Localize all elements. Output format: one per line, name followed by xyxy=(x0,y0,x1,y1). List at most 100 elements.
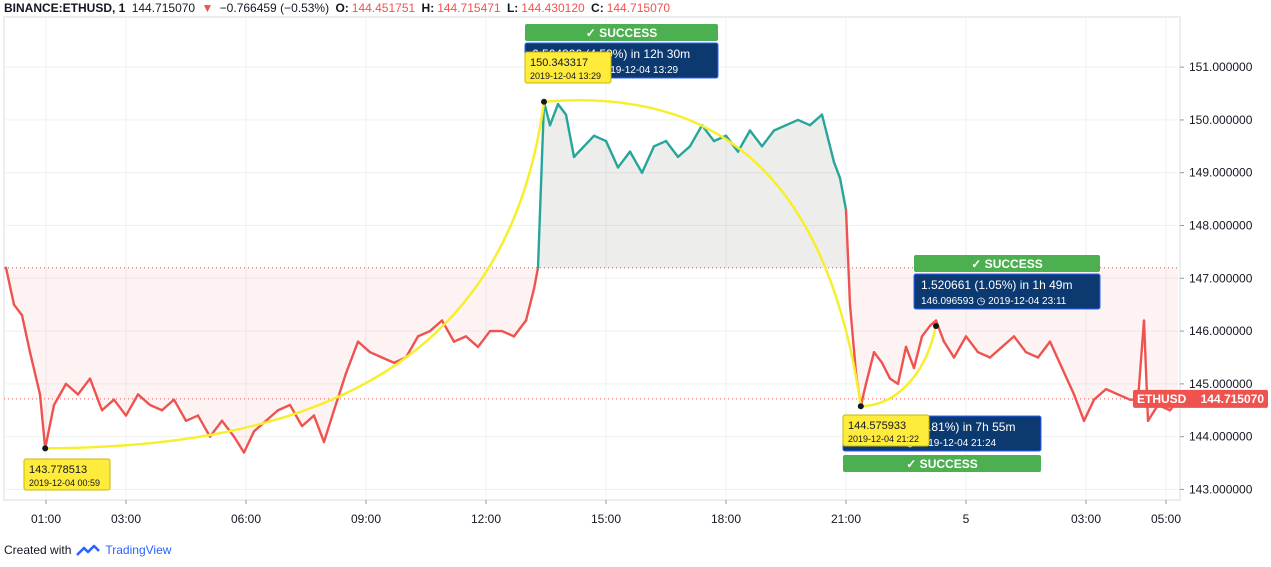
price-line-segment xyxy=(572,145,586,159)
price-line-segment xyxy=(242,430,256,454)
x-tick-label: 12:00 xyxy=(471,512,501,526)
price-line-segment xyxy=(300,414,316,428)
price-line-segment xyxy=(616,150,632,169)
price-line-segment xyxy=(592,134,608,143)
price-line-segment xyxy=(464,335,480,349)
price-line-segment xyxy=(184,414,200,423)
price-line-segment xyxy=(1136,319,1146,401)
price-label-value: 143.778513 xyxy=(29,464,87,476)
last-price: 144.715070 xyxy=(131,1,196,15)
price-change: −0.766459 (−0.53%) xyxy=(219,1,330,15)
last-price-axis-badge xyxy=(1133,389,1268,408)
y-tick-label: 151.000000 xyxy=(1189,60,1253,74)
price-line-segment xyxy=(52,382,68,407)
x-tick-label: 18:00 xyxy=(711,512,741,526)
success-badge xyxy=(843,455,1041,472)
price-line-segment xyxy=(532,266,540,291)
price-line-segment xyxy=(976,350,992,359)
price-line-segment xyxy=(664,139,680,159)
price-line-segment xyxy=(500,329,516,338)
price-line-segment xyxy=(748,129,764,148)
success-badge-text: ✓ SUCCESS xyxy=(586,26,657,40)
price-line-segment xyxy=(124,393,140,417)
footer: Created with TradingView xyxy=(4,540,171,560)
x-tick-label: 03:00 xyxy=(1071,512,1101,526)
price-line-segment xyxy=(148,403,164,412)
measure-info-box xyxy=(913,273,1101,310)
price-line-segment xyxy=(880,361,892,380)
y-axis[interactable]: 143.000000 144.000000 145.000000 146.000000… xyxy=(1133,60,1268,496)
measure-info-line1: 1.520661 (1.05%) in 1h 49m xyxy=(921,278,1072,292)
success-badge xyxy=(525,24,718,41)
price-line-segment xyxy=(1060,366,1076,396)
low-label: L: xyxy=(506,1,519,15)
price-line-segment xyxy=(912,335,924,370)
price-line-segment xyxy=(844,208,852,306)
price-time-label xyxy=(842,414,930,447)
symbol-label[interactable]: BINANCE:ETHUSD, 1 xyxy=(4,1,126,15)
tradingview-brand[interactable]: TradingView xyxy=(105,543,172,557)
price-line-segment xyxy=(832,160,842,180)
price-line-segment xyxy=(548,102,560,127)
price-line-segment xyxy=(380,356,396,364)
price-line-segment xyxy=(604,139,620,169)
price-line-segment xyxy=(542,100,552,127)
price-line-segment xyxy=(988,345,1004,359)
x-axis[interactable]: 01:00 03:00 06:00 09:00 12:00 15:00 18:00 21:00… xyxy=(31,500,1181,526)
price-line-segment xyxy=(859,382,868,408)
price-line-segment xyxy=(964,335,980,354)
price-line-segment xyxy=(1104,387,1120,396)
price-line-segment xyxy=(404,335,420,359)
chart-header: BINANCE:ETHUSD, 1 144.715070 ▼ −0.766459… xyxy=(4,0,673,16)
x-tick-label: 5 xyxy=(963,512,970,526)
price-line-segment xyxy=(536,100,546,269)
x-tick-label: 05:00 xyxy=(1151,512,1181,526)
price-line-segment xyxy=(772,124,788,132)
price-line-segment xyxy=(64,382,80,396)
price-line-segment xyxy=(1082,398,1096,423)
price-line-segment xyxy=(820,113,836,164)
price-line-segment xyxy=(1116,393,1132,401)
price-line-segment xyxy=(76,377,92,396)
price-line-segment xyxy=(322,409,336,444)
price-line-segment xyxy=(288,403,304,428)
price-line-segment xyxy=(1012,335,1028,354)
x-tick-label: 09:00 xyxy=(351,512,381,526)
measure-info-line2: 146.096593 ◷ 2019-12-04 23:11 xyxy=(921,296,1067,307)
x-tick-label: 15:00 xyxy=(591,512,621,526)
price-line-segment xyxy=(796,118,812,127)
price-line-segment xyxy=(160,398,176,412)
x-tick-label: 03:00 xyxy=(111,512,141,526)
down-arrow-icon: ▼ xyxy=(201,1,214,15)
above-reference-fill xyxy=(6,102,846,268)
x-tick-label: 01:00 xyxy=(31,512,61,526)
price-line-segment xyxy=(112,398,128,417)
price-line-segment xyxy=(232,435,246,454)
price-chart[interactable]: 143.000000 144.000000 145.000000 146.000000… xyxy=(0,0,1271,540)
series-layer xyxy=(4,100,1180,454)
price-line-segment xyxy=(416,329,432,338)
price-line-segment xyxy=(564,113,576,159)
price-line-segment xyxy=(88,377,104,412)
price-line-segment xyxy=(136,393,152,407)
swing-point xyxy=(933,322,939,329)
price-line-segment xyxy=(838,176,848,211)
y-tick-label: 146.000000 xyxy=(1189,324,1253,338)
price-line-segment xyxy=(264,409,280,423)
price-line-segment xyxy=(196,414,212,438)
high-value: 144.715471 xyxy=(437,1,501,15)
x-tick-label: 21:00 xyxy=(831,512,861,526)
price-line-segment xyxy=(512,319,528,338)
price-label-value: 150.343317 xyxy=(530,57,588,69)
price-line-segment xyxy=(428,319,444,333)
price-line-segment xyxy=(100,398,116,412)
fib-arc-down xyxy=(543,99,863,407)
last-price-symbol: ETHUSD xyxy=(1137,392,1187,406)
last-price-value: 144.715070 xyxy=(1201,392,1265,406)
price-line-segment xyxy=(4,266,16,306)
price-line-segment xyxy=(524,287,536,322)
price-line-segment xyxy=(344,340,360,375)
price-line-segment xyxy=(1000,335,1016,349)
price-line-segment xyxy=(1048,340,1064,370)
price-line-segment xyxy=(38,393,47,450)
